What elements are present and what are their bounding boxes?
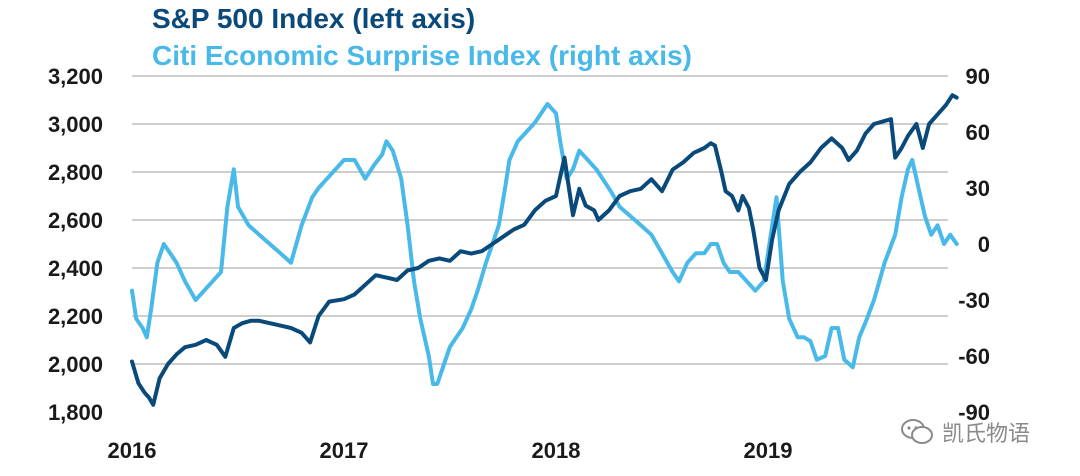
left-tick-label: 1,800 [48,400,103,425]
right-tick-label: -30 [958,288,990,313]
watermark-text: 凯氏物语 [942,422,1031,447]
right-tick-label: -60 [958,344,990,369]
chat-bubble-icon [901,419,933,444]
legend-sp500: S&P 500 Index (left axis) [152,3,476,34]
series-line [130,93,959,407]
legend-citi: Citi Economic Surprise Index (right axis… [152,40,692,71]
series-sp500 [130,93,959,407]
left-tick-label: 2,600 [48,208,103,233]
left-tick-label: 3,000 [48,112,103,137]
x-tick-label: 2016 [108,438,157,463]
left-tick-label: 2,000 [48,352,103,377]
x-tick-label: 2018 [532,438,581,463]
x-tick-label: 2017 [320,438,369,463]
series-line [130,102,959,386]
left-tick-label: 2,200 [48,304,103,329]
left-tick-label: 2,400 [48,256,103,281]
right-tick-label: 90 [966,64,990,89]
left-axis-ticks: 1,800 2,000 2,200 2,400 2,600 2,800 3,000 3,200 [48,64,103,425]
watermark: 凯氏物语 [900,414,1070,450]
right-tick-label: 30 [966,176,990,201]
left-tick-label: 2,800 [48,160,103,185]
x-axis-ticks: 2016 2017 2018 2019 [108,438,793,463]
right-axis-ticks: -90 -60 -30 0 30 60 90 [958,64,990,425]
right-tick-label: 0 [978,232,990,257]
gridlines [132,75,948,365]
right-tick-label: -90 [958,400,990,425]
left-tick-label: 3,200 [48,64,103,89]
x-tick-label: 2019 [744,438,793,463]
series-citi [130,102,959,386]
right-tick-label: 60 [966,120,990,145]
